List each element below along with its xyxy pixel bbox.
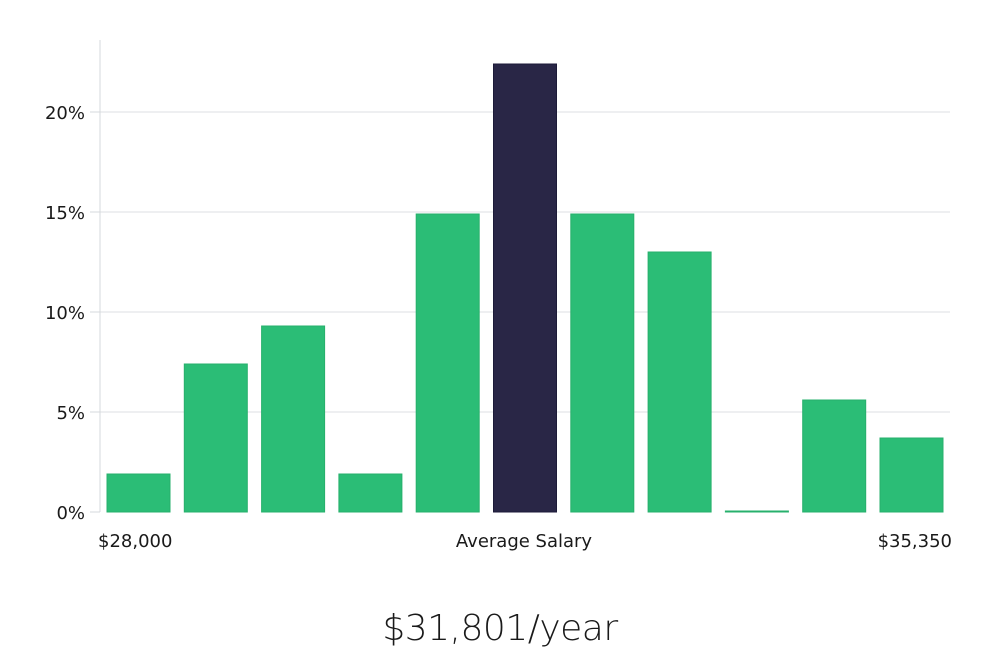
bar-average-salary bbox=[493, 63, 557, 513]
average-salary-headline: $31,801/year bbox=[382, 608, 618, 649]
bar bbox=[570, 213, 635, 513]
bar bbox=[415, 213, 480, 513]
y-tick-label: 5% bbox=[56, 403, 85, 424]
x-label-min: $28,000 bbox=[98, 531, 172, 552]
bar bbox=[724, 510, 789, 513]
x-label-max: $35,350 bbox=[878, 531, 952, 552]
bar bbox=[802, 399, 867, 513]
y-tick-label: 20% bbox=[45, 103, 85, 124]
x-label-average: Average Salary bbox=[456, 531, 593, 552]
bar bbox=[879, 437, 944, 513]
bar bbox=[183, 363, 248, 513]
bar bbox=[338, 473, 403, 513]
y-axis: 0% 5% 10% 15% 20% bbox=[45, 103, 100, 524]
salary-histogram: 0% 5% 10% 15% 20% $28,000 Average Salary $35… bbox=[45, 40, 952, 552]
y-tick-label: 15% bbox=[45, 203, 85, 224]
bar bbox=[261, 325, 326, 513]
bar bbox=[106, 473, 171, 513]
y-tick-label: 10% bbox=[45, 303, 85, 324]
bar bbox=[647, 251, 712, 513]
bars bbox=[106, 63, 944, 513]
y-tick-label: 0% bbox=[56, 503, 85, 524]
